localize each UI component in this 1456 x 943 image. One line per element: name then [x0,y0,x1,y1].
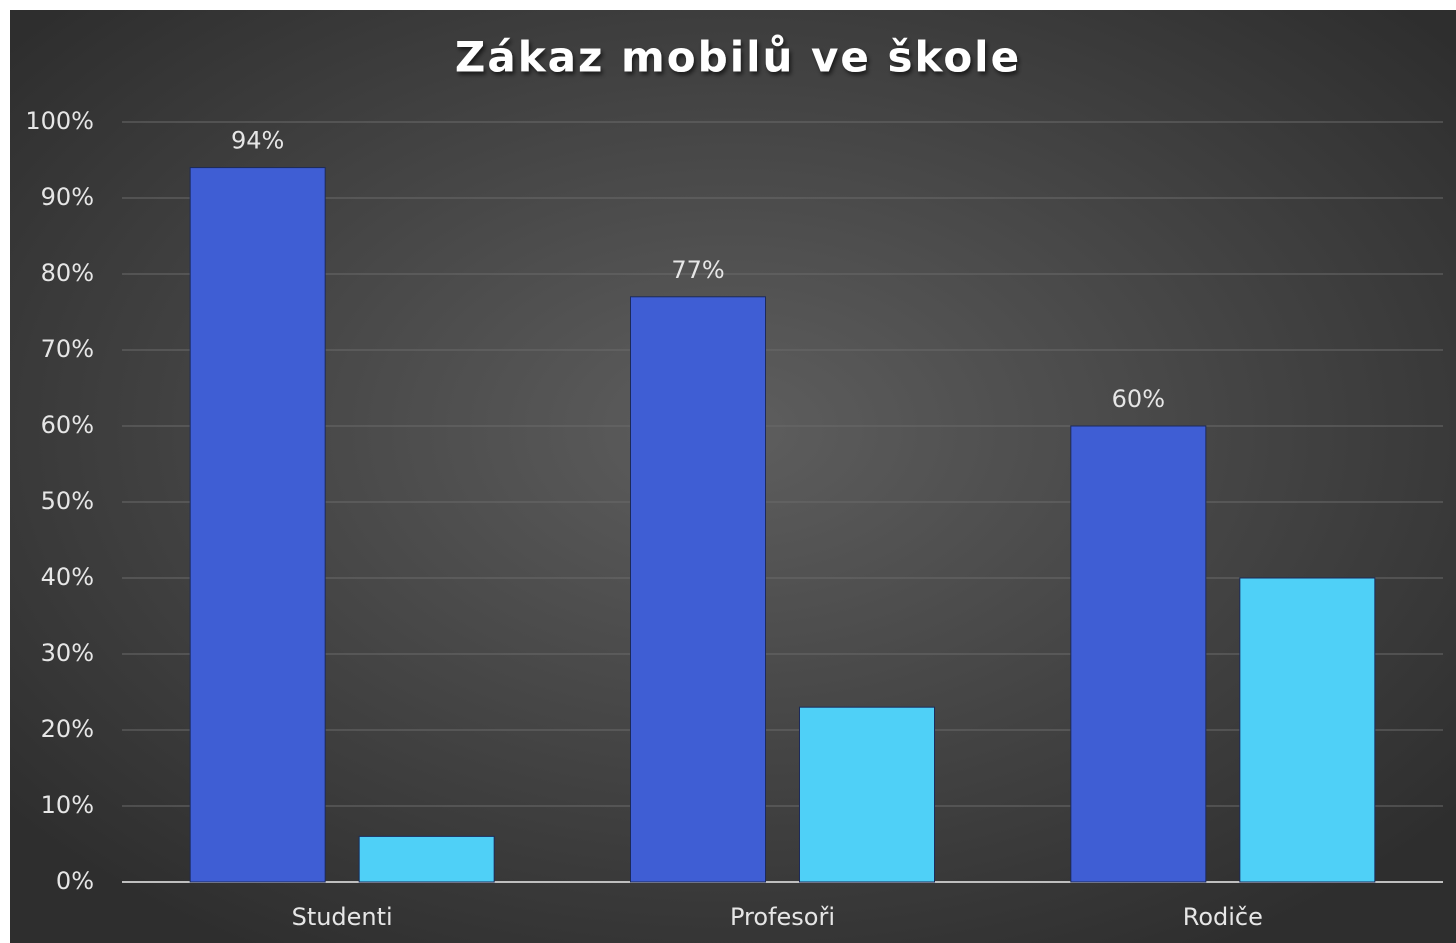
y-tick-label: 80% [41,259,94,287]
y-tick-label: 20% [41,715,94,743]
y-tick-label: 10% [41,791,94,819]
bar [358,835,495,883]
chart-title: Zákaz mobilů ve škole [455,33,1021,82]
bar [630,296,766,883]
data-label: 77% [671,256,724,284]
y-tick-label: 30% [41,639,94,667]
y-tick-label: 50% [41,487,94,515]
bar [799,706,935,883]
y-tick-label: 100% [25,107,94,135]
data-label: 60% [1112,385,1165,413]
y-tick-label: 90% [41,183,94,211]
y-tick-label: 60% [41,411,94,439]
bar [1070,425,1207,883]
data-label: 94% [231,127,284,155]
x-tick-label: Rodiče [1183,903,1263,931]
y-tick-label: 70% [41,335,94,363]
y-tick-label: 0% [56,867,94,895]
x-tick-label: Profesoři [730,903,835,931]
y-tick-label: 40% [41,563,94,591]
bar [1239,577,1376,883]
x-tick-label: Studenti [292,903,393,931]
bar [189,167,326,883]
